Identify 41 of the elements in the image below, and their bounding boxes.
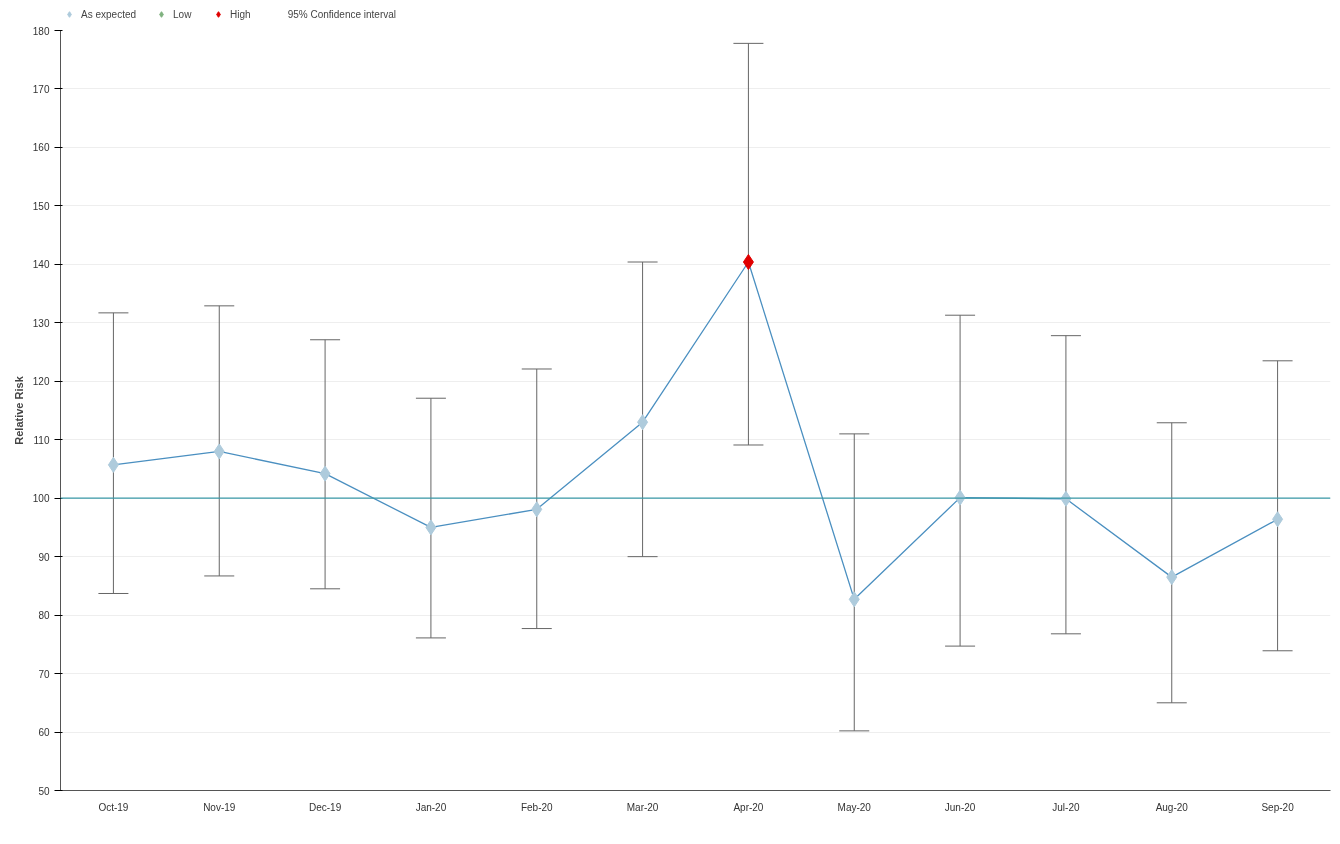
- y-tick-label: 140: [32, 259, 50, 271]
- y-tick-label: 150: [32, 200, 50, 212]
- y-tick-label: 110: [33, 434, 50, 446]
- x-tick-label: Jun-20: [944, 801, 976, 813]
- y-tick-label: 180: [32, 25, 50, 37]
- point: [1166, 569, 1178, 586]
- y-tick-label: 130: [32, 317, 50, 329]
- y-tick-label: 170: [32, 83, 50, 95]
- x-tick-label: Sep-20: [1261, 801, 1295, 813]
- point: [637, 414, 649, 431]
- legend-label: Low: [173, 8, 193, 20]
- x-tick-label: May-20: [837, 801, 872, 813]
- x-tick-label: Oct-19: [98, 801, 129, 813]
- x-tick-label: Apr-20: [733, 801, 764, 813]
- y-tick-label: 50: [38, 785, 50, 797]
- x-tick-label: Jul-20: [1052, 801, 1080, 813]
- legend-label: High: [230, 8, 251, 20]
- x-tick-label: Mar-20: [626, 801, 659, 813]
- x-tick-label: Nov-19: [203, 801, 236, 813]
- y-tick-label: 70: [38, 668, 50, 680]
- y-tick-label: 120: [32, 376, 50, 388]
- y-axis-title: Relative Risk: [12, 375, 25, 445]
- y-tick-label: 100: [32, 493, 50, 505]
- y-tick-label: 80: [38, 610, 50, 622]
- y-tick-label: 160: [32, 142, 50, 154]
- y-tick-label: 90: [38, 551, 50, 563]
- x-tick-label: Jan-20: [415, 801, 447, 813]
- point: [742, 254, 754, 271]
- legend-label: As expected: [81, 8, 137, 20]
- x-tick-label: Dec-19: [308, 801, 342, 813]
- point: [107, 456, 119, 473]
- point: [1272, 511, 1284, 528]
- x-tick-label: Feb-20: [520, 801, 554, 813]
- text: 95% Confidence interval: [287, 8, 397, 20]
- y-tick-label: 60: [38, 727, 50, 739]
- point: [848, 591, 860, 608]
- point: [319, 465, 331, 482]
- point: [213, 443, 225, 460]
- point: [425, 519, 437, 536]
- point: [531, 501, 543, 518]
- x-tick-label: Aug-20: [1155, 801, 1189, 813]
